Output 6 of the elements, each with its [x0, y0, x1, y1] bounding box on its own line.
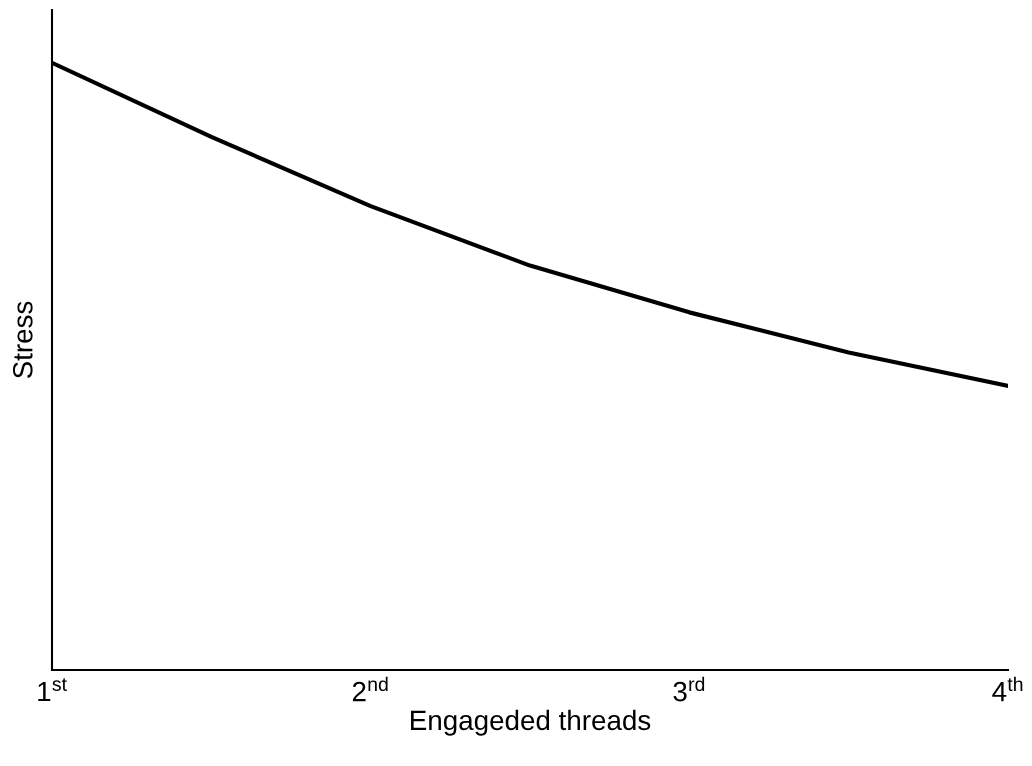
- x-tick-label: 4$^{th}$: [992, 676, 1023, 702]
- x-tick-label: 1$^{st}$: [38, 678, 67, 702]
- x-axis-title: Engageded threads: [411, 709, 651, 736]
- x-tick-label: 2$^{nd}$: [352, 676, 388, 702]
- y-axis-title: Stress: [12, 301, 33, 379]
- x-tick-label: 3$^{rd}$: [673, 676, 705, 702]
